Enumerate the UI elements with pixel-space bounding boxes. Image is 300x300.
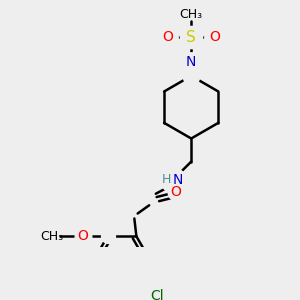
Text: O: O [77, 230, 88, 243]
Text: N: N [173, 173, 183, 187]
Text: O: O [209, 30, 220, 44]
Text: O: O [170, 185, 181, 199]
Text: N: N [186, 55, 196, 69]
Text: CH₃: CH₃ [180, 8, 203, 20]
Text: S: S [186, 30, 196, 45]
Text: Cl: Cl [150, 289, 164, 300]
Text: H: H [162, 173, 171, 186]
Text: CH₃: CH₃ [40, 230, 63, 243]
Text: O: O [163, 30, 174, 44]
